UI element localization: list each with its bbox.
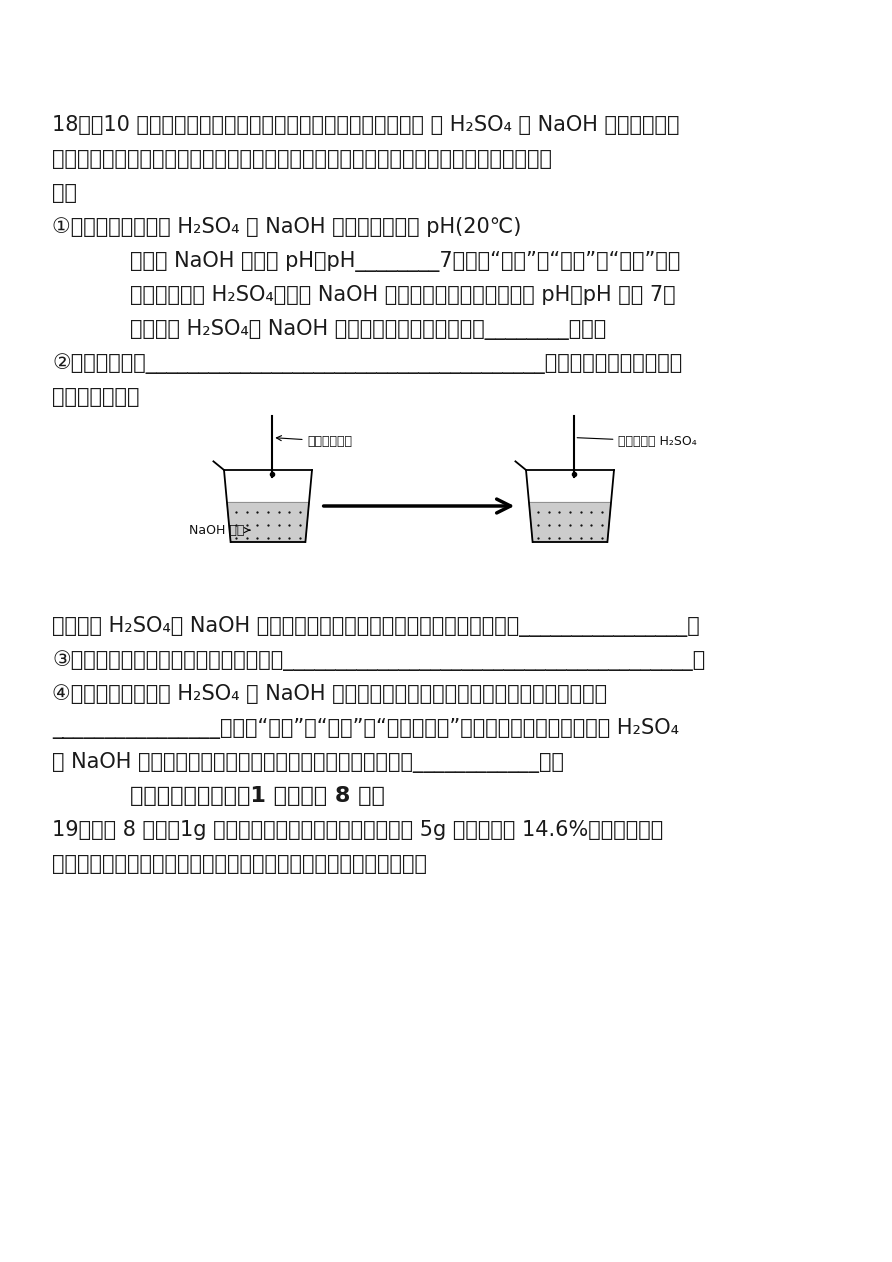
Text: 与 NaOH 溶液进行实验，整个实验中至少需要测定溶液温度____________次。: 与 NaOH 溶液进行实验，整个实验中至少需要测定溶液温度___________… (52, 752, 564, 774)
Polygon shape (227, 502, 309, 541)
Text: 19、（公 8 分）某1g 含有杂质的氢氧化钙样品溶于不能与 5g 质量分数为 14.6%的盐酸恰好完: 19、（公 8 分）某1g 含有杂质的氢氧化钙样品溶于不能与 5g 质量分数为 … (52, 820, 664, 840)
Text: 滴加足量稀 H₂SO₄: 滴加足量稀 H₂SO₄ (577, 434, 698, 448)
Text: 五、计算题（本题有1 小题，共 8 分）: 五、计算题（本题有1 小题，共 8 分） (130, 786, 384, 806)
Text: NaOH 溶液: NaOH 溶液 (189, 524, 250, 536)
Text: 将一定量的税 H₂SO₄加入该 NaOH 溶液中，混合均匀后测定其 pH，pH 小于 7。: 将一定量的税 H₂SO₄加入该 NaOH 溶液中，混合均匀后测定其 pH，pH … (130, 285, 675, 305)
Text: 测定某 NaOH 溶液的 pH，pH________7（选填“大于”、“等于”或“小于”）。: 测定某 NaOH 溶液的 pH，pH________7（选填“大于”、“等于”或… (130, 251, 681, 273)
Text: 概括方案要点）: 概括方案要点） (52, 387, 139, 408)
Text: 全反应，计算该样品中氢氧化钙的质量分数。（杂质不与盐酸反应）: 全反应，计算该样品中氢氧化钙的质量分数。（杂质不与盐酸反应） (52, 854, 427, 875)
Text: 虽然仍为无色溶液，但确实发生了化学反应。请与他们一起完成实验方案的设计、实施和评: 虽然仍为无色溶液，但确实发生了化学反应。请与他们一起完成实验方案的设计、实施和评 (52, 149, 552, 169)
Text: 价。: 价。 (52, 183, 77, 203)
Text: 18、（10 分）在研究酸和碱的化学性质时，某小组同学想证明 税 H₂SO₄ 与 NaOH 溶液混合后，: 18、（10 分）在研究酸和碱的化学性质时，某小组同学想证明 税 H₂SO₄ 与… (52, 115, 680, 135)
Text: 结论：税 H₂SO₄与 NaOH 溶液发生了化学反应，并且________过量。: 结论：税 H₂SO₄与 NaOH 溶液发生了化学反应，并且________过量。 (130, 319, 607, 339)
Polygon shape (529, 502, 611, 541)
Text: ________________（选填“放热”、“吸热”或“无热量变化”）的反应，采用同温下的税 H₂SO₄: ________________（选填“放热”、“吸热”或“无热量变化”）的反应… (52, 718, 679, 740)
Text: ③上述两个方案在设计思想上的相同点是_______________________________________。: ③上述两个方案在设计思想上的相同点是______________________… (52, 650, 706, 671)
Text: ①方案一：测定与税 H₂SO₄ 与 NaOH 溶液混合前后的 pH(20℃): ①方案一：测定与税 H₂SO₄ 与 NaOH 溶液混合前后的 pH(20℃) (52, 217, 522, 237)
Text: ②方案二：观察______________________________________。（根据图示实验步骤，: ②方案二：观察_________________________________… (52, 353, 682, 374)
Text: 滴加酚酞试液: 滴加酚酞试液 (277, 434, 352, 448)
Text: 结论：税 H₂SO₄与 NaOH 溶液溶液发生了化学反应，反应的化学方程式为________________。: 结论：税 H₂SO₄与 NaOH 溶液溶液发生了化学反应，反应的化学方程式为__… (52, 616, 699, 637)
Text: ④为了进一步获取税 H₂SO₄ 与 NaOH 溶液确实发生了化学反应的证据，依据中和反应是: ④为了进一步获取税 H₂SO₄ 与 NaOH 溶液确实发生了化学反应的证据，依据… (52, 684, 607, 704)
